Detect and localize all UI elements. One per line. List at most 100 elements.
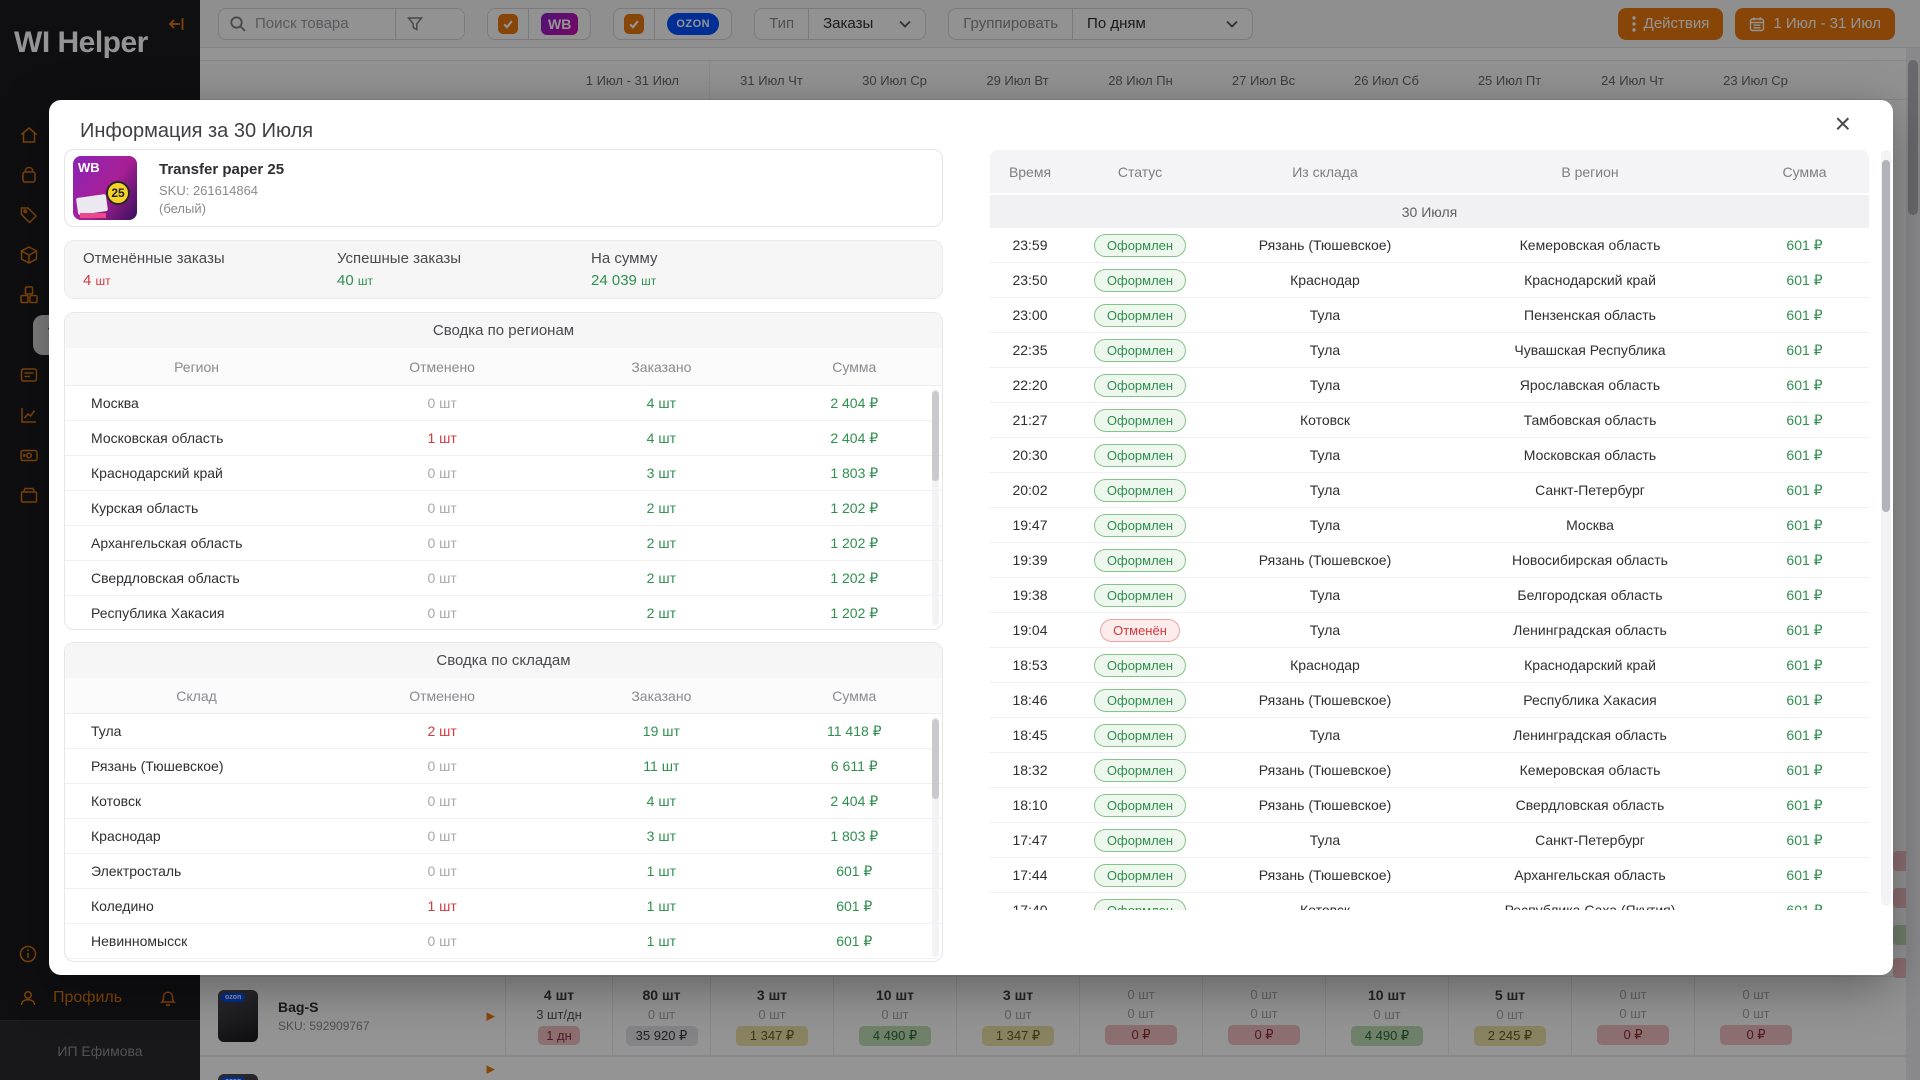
order-warehouse: Тула — [1309, 482, 1341, 498]
page-scrollbar[interactable] — [1906, 48, 1920, 1080]
page-scrollbar-thumb[interactable] — [1908, 60, 1918, 215]
order-region: Ленинградская область — [1513, 622, 1667, 638]
order-region: Чувашская Республика — [1514, 342, 1666, 358]
type-select[interactable]: Заказы — [808, 8, 925, 39]
order-sum: 601 ₽ — [1786, 236, 1823, 253]
order-row: 23:50 Оформлен Краснодар Краснодарский к… — [990, 263, 1869, 298]
day-zero: 0 шт — [1619, 1006, 1647, 1021]
col-header: Отменено — [409, 358, 475, 375]
cancelled-count: 0 шт — [427, 605, 457, 621]
order-warehouse: Тула — [1309, 832, 1341, 848]
day-zero: 0 шт — [1496, 1006, 1524, 1022]
scrollbar-thumb[interactable] — [932, 391, 939, 481]
day-units: 3 шт — [756, 986, 788, 1003]
chevron-down-icon — [899, 20, 911, 28]
order-row: 22:20 Оформлен Тула Ярославская область … — [990, 368, 1869, 403]
sidebar-collapse-icon[interactable] — [166, 14, 186, 34]
ordered-count: 1 шт — [646, 898, 676, 914]
scrollbar-thumb[interactable] — [932, 719, 939, 799]
table-row: Краснодар 0 шт 3 шт 1 803 ₽ — [65, 819, 942, 854]
product-sku: SKU: 592909767 — [278, 1019, 370, 1033]
status-badge: Оформлен — [1093, 478, 1187, 502]
scrollbar[interactable] — [932, 717, 939, 957]
status-badge: Оформлен — [1093, 863, 1187, 887]
chart-icon — [18, 404, 40, 426]
order-sum: 601 ₽ — [1786, 306, 1823, 323]
dots-vertical-icon — [1631, 15, 1636, 32]
scrollbar[interactable] — [932, 389, 939, 625]
col-header: Статус — [1117, 163, 1163, 180]
ozon-checkbox[interactable] — [624, 13, 645, 34]
warehouse-name: Электросталь — [91, 863, 182, 879]
group-select[interactable]: По дням — [1072, 8, 1252, 39]
ordered-count: 2 шт — [646, 500, 676, 516]
order-time: 20:30 — [1012, 447, 1048, 463]
status-badge: Оформлен — [1093, 758, 1187, 782]
ordered-count: 4 шт — [646, 793, 676, 809]
sum-value: 601 ₽ — [836, 862, 873, 879]
order-region: Краснодарский край — [1524, 272, 1656, 288]
order-row: 23:59 Оформлен Рязань (Тюшевское) Кемеро… — [990, 228, 1869, 263]
bag-icon — [18, 164, 40, 186]
date-column-header: 30 Июл Ср — [862, 72, 927, 88]
table-row: Московская область 1 шт 4 шт 2 404 ₽ — [65, 421, 942, 456]
order-sum: 601 ₽ — [1786, 901, 1823, 911]
order-time: 19:47 — [1012, 517, 1048, 533]
product-sku: SKU: 261614864 — [159, 182, 259, 198]
close-icon[interactable]: × — [1834, 108, 1851, 139]
order-row: 17:44 Оформлен Рязань (Тюшевское) Арханг… — [990, 858, 1869, 893]
date-range-button[interactable]: 1 Июл - 31 Июл — [1735, 7, 1895, 40]
sum-value: 1 202 ₽ — [830, 499, 879, 516]
bell-icon[interactable] — [158, 988, 178, 1008]
order-row: 21:27 Оформлен Котовск Тамбовская област… — [990, 403, 1869, 438]
status-badge: Оформлен — [1093, 303, 1187, 327]
day-sum-badge: 2 245 ₽ — [1474, 1025, 1546, 1046]
stat-success: Успешные заказы 40 шт — [319, 241, 573, 298]
table-row: Архангельская область 0 шт 2 шт 1 202 ₽ — [65, 526, 942, 561]
order-warehouse: Краснодар — [1290, 272, 1360, 288]
toolbar: WB OZON Тип Заказы Группировать По дням … — [200, 0, 1920, 48]
order-warehouse: Рязань (Тюшевское) — [1258, 762, 1392, 778]
actions-button[interactable]: Действия — [1617, 7, 1724, 40]
app-logo: WI Helper — [14, 26, 148, 59]
sidebar-item-profile[interactable]: Профиль — [0, 976, 200, 1020]
expand-arrow-icon[interactable]: ▶ — [486, 1010, 495, 1023]
table-row: Республика Хакасия 0 шт 2 шт 1 202 ₽ — [65, 596, 942, 629]
day-zero: 0 шт — [1742, 1006, 1770, 1021]
day-sum-badge: 0 ₽ — [1228, 1025, 1300, 1045]
order-region: Кемеровская область — [1519, 762, 1661, 778]
expand-arrow-icon[interactable]: ▶ — [486, 1063, 495, 1076]
order-time: 19:38 — [1012, 587, 1048, 603]
order-row: 19:38 Оформлен Тула Белгородская область… — [990, 578, 1869, 613]
order-sum: 601 ₽ — [1786, 411, 1823, 428]
order-row: 18:32 Оформлен Рязань (Тюшевское) Кемеро… — [990, 753, 1869, 788]
product-image: WB 25 — [73, 156, 137, 220]
product-thumbnail: ozon — [218, 1073, 258, 1080]
units-value: 4 шт — [543, 987, 575, 1003]
status-badge: Отменён — [1100, 618, 1180, 642]
day-units: 0 шт — [1619, 987, 1647, 1002]
total-sum-badge: 35 920 ₽ — [625, 1025, 698, 1046]
order-time: 17:47 — [1012, 832, 1048, 848]
status-badge: Оформлен — [1093, 793, 1187, 817]
sum-value: 601 ₽ — [836, 897, 873, 914]
ordered-count: 4 шт — [646, 430, 676, 446]
cancelled-count: 2 шт — [427, 723, 457, 739]
sum-value: 6 611 ₽ — [830, 757, 878, 774]
search-input[interactable] — [255, 15, 395, 32]
day-cell: 5 шт 0 шт 2 245 ₽ — [1448, 977, 1571, 1055]
day-units: 0 шт — [1742, 987, 1770, 1002]
order-warehouse: Котовск — [1299, 412, 1351, 428]
order-sum: 601 ₽ — [1786, 656, 1823, 673]
order-row: 18:46 Оформлен Рязань (Тюшевское) Респуб… — [990, 683, 1869, 718]
account-name: ИП Ефимова — [0, 1020, 200, 1080]
type-select-group: Тип Заказы — [754, 7, 927, 40]
details-scrollbar[interactable] — [1881, 150, 1891, 906]
region-name: Москва — [91, 395, 139, 411]
details-scrollbar-thumb[interactable] — [1882, 160, 1890, 512]
wb-checkbox[interactable] — [498, 13, 518, 34]
table-row: Москва 0 шт 4 шт 2 404 ₽ — [65, 386, 942, 421]
order-row: 18:53 Оформлен Краснодар Краснодарский к… — [990, 648, 1869, 683]
filter-icon[interactable] — [395, 8, 434, 39]
modal-title: Информация за 30 Июля — [80, 120, 314, 142]
